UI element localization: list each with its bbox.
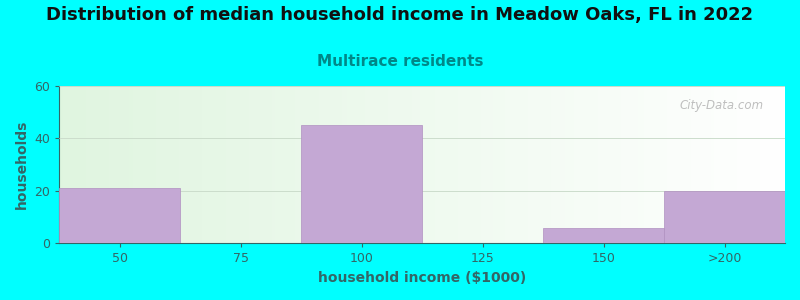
Text: City-Data.com: City-Data.com — [679, 99, 763, 112]
Text: Multirace residents: Multirace residents — [317, 54, 483, 69]
Bar — [543, 228, 664, 243]
Text: Distribution of median household income in Meadow Oaks, FL in 2022: Distribution of median household income … — [46, 6, 754, 24]
Bar — [302, 125, 422, 243]
X-axis label: household income ($1000): household income ($1000) — [318, 271, 526, 285]
Bar — [59, 188, 180, 243]
Bar — [664, 191, 785, 243]
Y-axis label: households: households — [15, 120, 29, 209]
